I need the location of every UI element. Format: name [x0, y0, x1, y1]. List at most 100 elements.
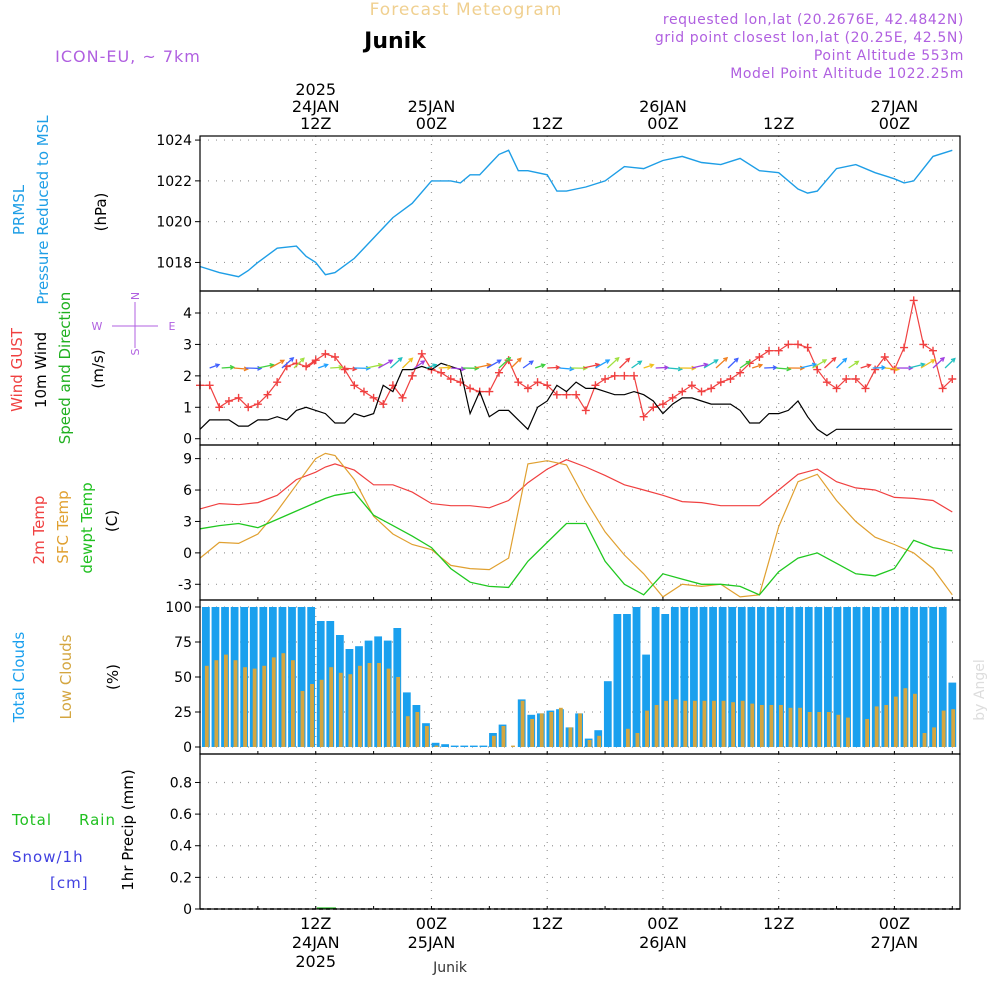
wind-arrow [860, 364, 871, 369]
low-cloud-bar [884, 705, 889, 747]
gust-marker [803, 343, 812, 352]
gust-marker [774, 346, 783, 355]
low-cloud-bar [491, 735, 496, 747]
gust-marker [224, 397, 233, 405]
total-cloud-bar [431, 742, 440, 747]
wind-arrow-head [496, 359, 502, 364]
low-cloud-bar [549, 712, 554, 747]
pressure-label-2: Pressure Reduced to MSL [34, 115, 52, 305]
wind-arrow [366, 364, 383, 369]
wind-arrow [378, 359, 393, 369]
total-cloud-bar [766, 607, 775, 747]
total-cloud-bar [699, 607, 708, 747]
low-cloud-bar [271, 657, 276, 747]
gust-marker [938, 384, 947, 393]
wind-arrow [559, 367, 574, 370]
temp-ytick-label: 6 [183, 483, 192, 499]
wind-arrow [884, 367, 899, 370]
low-cloud-bar [721, 700, 726, 747]
total-cloud-bar [881, 607, 890, 747]
wind-arrow [824, 357, 836, 369]
gust-marker [919, 340, 928, 349]
wind-arrow-head [637, 360, 643, 366]
total-cloud-bar [690, 607, 698, 747]
total-cloud-bar [852, 607, 861, 747]
wind-arrow-head [713, 359, 719, 364]
axis-labels: 1018 1020 1022 1024 0 1 2 3 4 -3 0 3 6 9 0 25 50 75 100 0 0.… [156, 80, 918, 971]
wind-arrow-head [323, 363, 329, 369]
total-cloud-bar [737, 607, 746, 747]
wind-arrow [426, 364, 437, 369]
low-cloud-bar [377, 663, 381, 747]
time-label-top: 12Z [300, 114, 331, 133]
pressure-unit: (hPa) [92, 193, 110, 232]
low-cloud-bar [664, 700, 669, 747]
time-label-top: 00Z [416, 114, 447, 133]
gust-marker [726, 375, 735, 383]
clouds-ytick-label: 75 [174, 635, 192, 651]
time-label-top: 2025 [295, 80, 336, 99]
wind-arrow [932, 357, 945, 369]
low-cloud-bar [520, 700, 525, 747]
wind-arrow [450, 367, 465, 370]
wind-arrow-head [486, 362, 492, 368]
sfc-temp-line [199, 452, 953, 598]
wind-arrow [643, 364, 654, 369]
wind-arrow [317, 364, 328, 369]
wind-arrow [920, 359, 935, 369]
gust-marker [610, 371, 619, 380]
wind-arrow [764, 366, 777, 369]
low-cloud-bar [692, 700, 697, 747]
pressure-labels: PRMSL Pressure Reduced to MSL (hPa) [10, 115, 110, 305]
total-cloud-bar [623, 614, 631, 747]
low-cloud-bar [750, 703, 755, 747]
total-cloud-bar [460, 745, 469, 747]
wind-labels: Wind GUST 10m Wind Speed and Direction (… [8, 292, 176, 445]
wind-arrow [233, 367, 248, 370]
low-cloud-bar [415, 712, 420, 747]
wind-arrow-head [677, 366, 684, 372]
time-label-bottom: 00Z [879, 914, 910, 933]
grid-lines [200, 136, 960, 910]
time-label-top: 00Z [647, 114, 678, 133]
wind-arrow [474, 363, 491, 369]
wind-arrow [438, 366, 451, 369]
wind-arrow-head [311, 360, 317, 365]
credit: by Angel [972, 659, 988, 720]
total-cloud-bar [747, 607, 756, 747]
temp-frame [199, 444, 961, 601]
wind-arrow [342, 367, 357, 370]
low-cloud-bar [310, 684, 314, 747]
wind-arrow-head [243, 366, 249, 372]
wind-arrow-head [420, 360, 426, 365]
time-label-top: 27JAN [871, 97, 919, 116]
gust-marker [504, 356, 513, 365]
low-cloud-bar [712, 700, 716, 747]
temp-ytick-label: 9 [183, 452, 192, 468]
wind-arrow [703, 359, 718, 369]
cloud-label-total: Total Clouds [10, 632, 28, 724]
wind-arrow-head [528, 360, 534, 366]
gust-marker [649, 403, 658, 412]
wind-arrow [607, 357, 620, 369]
wind-arrow [414, 360, 425, 369]
wind-arrow [269, 359, 285, 369]
gust-marker [697, 387, 706, 396]
low-cloud-bar [568, 727, 573, 747]
gust-line [200, 300, 953, 418]
gust-marker [861, 384, 870, 393]
total-cloud-bar [919, 607, 928, 747]
total-cloud-bar [795, 607, 804, 747]
total-cloud-bar [450, 745, 459, 747]
wind-arrow [812, 359, 827, 369]
gust-marker [543, 381, 552, 390]
time-label-top: 24JAN [292, 97, 340, 116]
wind-arrow-head [257, 365, 263, 371]
low-cloud-bar [865, 719, 870, 747]
low-cloud-bar [319, 679, 324, 747]
low-cloud-bar [625, 728, 630, 747]
low-cloud-bar [702, 700, 707, 747]
total-cloud-bar [603, 681, 612, 747]
wind-arrow-head [733, 357, 739, 363]
wind-arrow-head [854, 360, 860, 366]
